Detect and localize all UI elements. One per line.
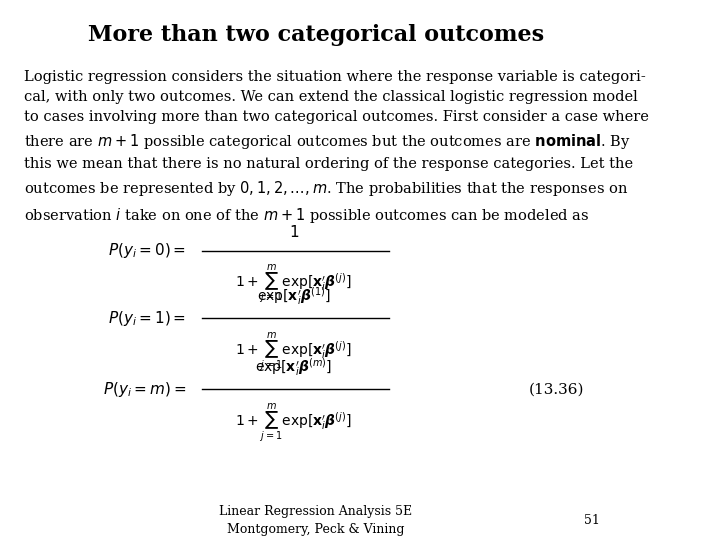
Text: More than two categorical outcomes: More than two categorical outcomes xyxy=(88,24,544,46)
Text: $1+\sum_{j=1}^{m}\exp[\mathbf{x}_{i}^{\prime}\boldsymbol{\beta}^{(j)}]$: $1+\sum_{j=1}^{m}\exp[\mathbf{x}_{i}^{\p… xyxy=(235,263,352,306)
Text: $1$: $1$ xyxy=(289,224,299,240)
Text: $1+\sum_{j=1}^{m}\exp[\mathbf{x}_{i}^{\prime}\boldsymbol{\beta}^{(j)}]$: $1+\sum_{j=1}^{m}\exp[\mathbf{x}_{i}^{\p… xyxy=(235,330,352,374)
Text: $\exp[\mathbf{x}_{i}^{\prime}\boldsymbol{\beta}^{(1)}]$: $\exp[\mathbf{x}_{i}^{\prime}\boldsymbol… xyxy=(257,285,330,307)
Text: observation $i$ take on one of the $m + 1$ possible outcomes can be modeled as: observation $i$ take on one of the $m + … xyxy=(24,206,590,225)
Text: Logistic regression considers the situation where the response variable is categ: Logistic regression considers the situat… xyxy=(24,70,649,198)
Text: $P(y_i=1)=$: $P(y_i=1)=$ xyxy=(109,308,186,328)
Text: (13.36): (13.36) xyxy=(528,382,584,396)
Text: Linear Regression Analysis 5E
Montgomery, Peck & Vining: Linear Regression Analysis 5E Montgomery… xyxy=(220,505,413,536)
Text: 51: 51 xyxy=(585,514,600,526)
Text: $P(y_i=m)=$: $P(y_i=m)=$ xyxy=(103,380,186,399)
Text: $1+\sum_{j=1}^{m}\exp[\mathbf{x}_{i}^{\prime}\boldsymbol{\beta}^{(j)}]$: $1+\sum_{j=1}^{m}\exp[\mathbf{x}_{i}^{\p… xyxy=(235,402,352,445)
Text: $\exp[\mathbf{x}_{i}^{\prime}\boldsymbol{\beta}^{(m)}]$: $\exp[\mathbf{x}_{i}^{\prime}\boldsymbol… xyxy=(256,356,333,379)
Text: $P(y_i=0)=$: $P(y_i=0)=$ xyxy=(109,241,186,260)
